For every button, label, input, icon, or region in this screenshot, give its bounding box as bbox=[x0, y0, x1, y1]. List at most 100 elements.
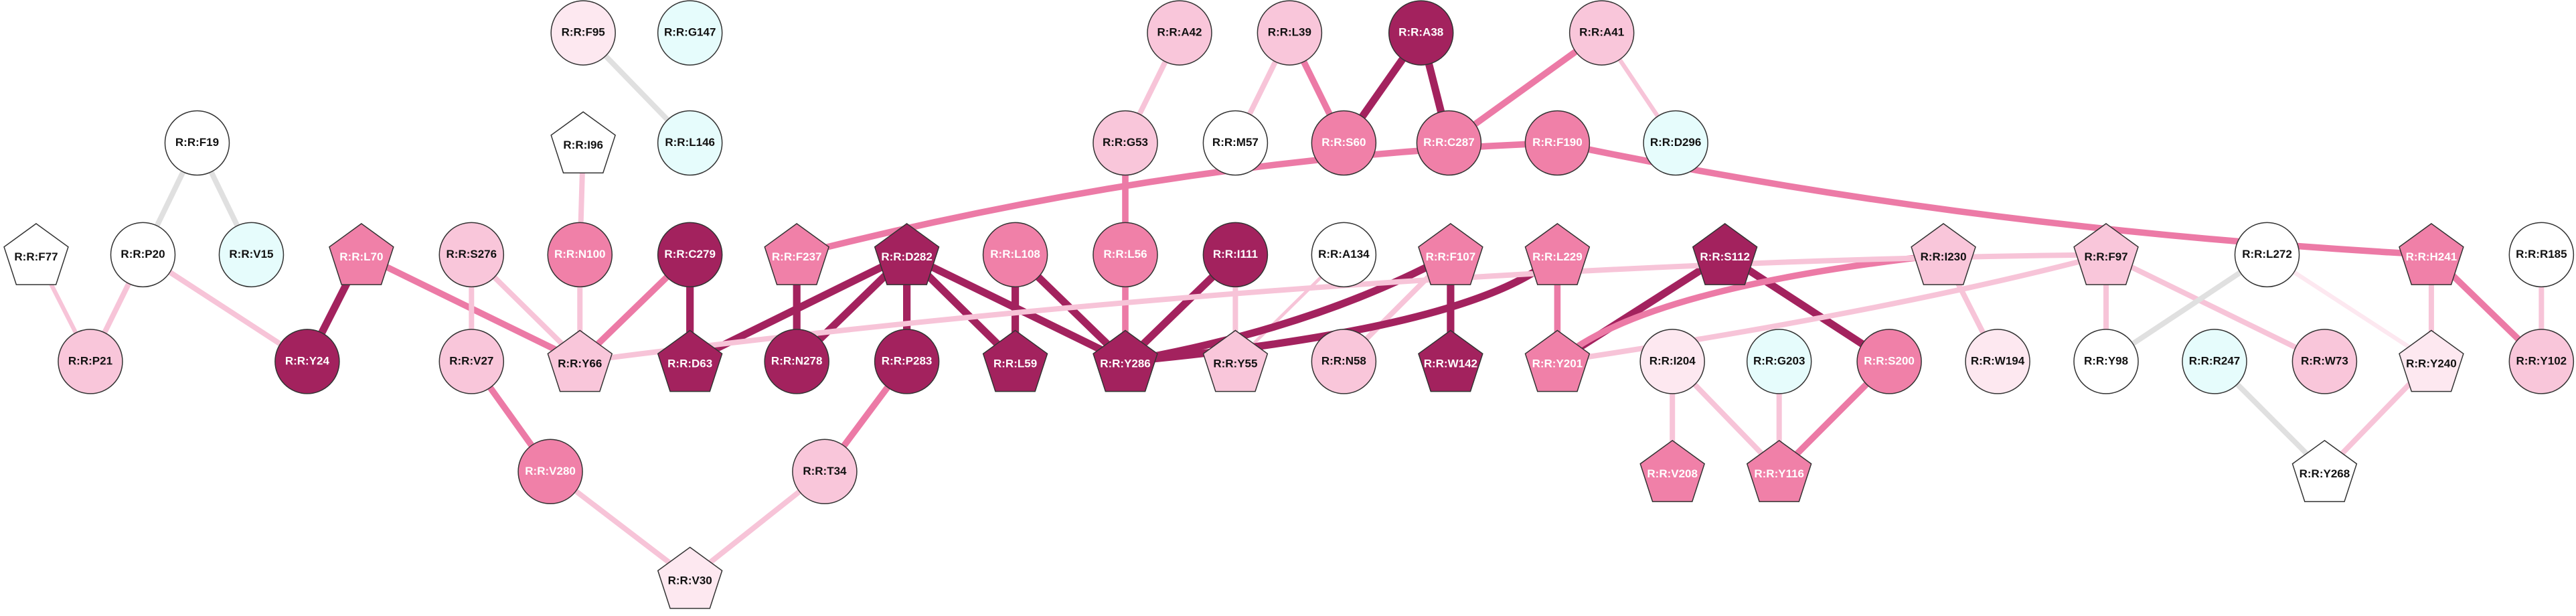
node bbox=[1746, 439, 1812, 502]
node bbox=[1524, 223, 1591, 285]
edges bbox=[33, 29, 2545, 581]
node-label: R:R:Y116 bbox=[1754, 467, 1804, 480]
node bbox=[792, 439, 858, 505]
node bbox=[2073, 329, 2139, 394]
node-label: R:R:I204 bbox=[1649, 354, 1696, 367]
node-label: R:R:L108 bbox=[990, 248, 1040, 260]
node-label: R:R:S112 bbox=[1700, 250, 1750, 263]
node bbox=[1692, 223, 1758, 285]
node-label: R:R:W194 bbox=[1971, 354, 2025, 367]
edge bbox=[2103, 252, 2328, 364]
node-label: R:R:C287 bbox=[1423, 136, 1475, 149]
node bbox=[874, 329, 940, 394]
node bbox=[657, 222, 723, 288]
node bbox=[1568, 0, 1635, 66]
node bbox=[1418, 223, 1483, 285]
edge bbox=[1121, 250, 1455, 366]
node bbox=[2508, 222, 2575, 288]
edge bbox=[2265, 252, 2434, 364]
node-label: R:R:L70 bbox=[339, 250, 383, 263]
node bbox=[1202, 110, 1269, 176]
node-label: R:R:S60 bbox=[1321, 136, 1366, 149]
node bbox=[274, 329, 340, 394]
node bbox=[1311, 110, 1377, 176]
node bbox=[110, 222, 176, 288]
node-label: R:R:Y24 bbox=[285, 354, 330, 367]
node bbox=[1639, 439, 1705, 502]
node bbox=[764, 223, 830, 285]
edge bbox=[140, 252, 310, 364]
node bbox=[58, 329, 123, 394]
node-label: R:R:G203 bbox=[1753, 354, 1805, 367]
node-label: R:R:L146 bbox=[665, 136, 715, 149]
node-label: R:R:A41 bbox=[1579, 26, 1624, 39]
node-label: R:R:F19 bbox=[175, 136, 219, 149]
node bbox=[329, 223, 394, 285]
node-label: R:R:P283 bbox=[882, 354, 933, 367]
node bbox=[1202, 222, 1269, 288]
node bbox=[1093, 110, 1158, 176]
node bbox=[1639, 329, 1705, 394]
edge bbox=[1721, 250, 1893, 366]
node-label: R:R:A38 bbox=[1398, 26, 1443, 39]
node-label: R:R:Y268 bbox=[2300, 467, 2350, 480]
node bbox=[657, 110, 723, 176]
node bbox=[218, 222, 285, 288]
node-label: R:R:V280 bbox=[525, 465, 576, 477]
node bbox=[657, 329, 723, 392]
node-label: R:R:V30 bbox=[668, 574, 712, 587]
node-label: R:R:V15 bbox=[229, 248, 273, 260]
node-label: R:R:F95 bbox=[562, 26, 605, 39]
node bbox=[164, 110, 230, 176]
node bbox=[2234, 222, 2300, 288]
node-label: R:R:F107 bbox=[1426, 250, 1476, 263]
node bbox=[1746, 329, 1812, 394]
node-label: R:R:W73 bbox=[2301, 354, 2348, 367]
node bbox=[547, 222, 613, 288]
node-label: R:R:H241 bbox=[2406, 250, 2458, 263]
node-label: R:R:L39 bbox=[1268, 26, 1311, 39]
node bbox=[550, 111, 616, 174]
node bbox=[1856, 329, 1922, 394]
node-label: R:R:L229 bbox=[1532, 250, 1583, 263]
node bbox=[1311, 329, 1377, 394]
node-label: R:R:P20 bbox=[120, 248, 165, 260]
node-label: R:R:Y240 bbox=[2406, 357, 2457, 370]
node bbox=[1093, 222, 1158, 288]
node-label: R:R:I230 bbox=[1921, 250, 1967, 263]
node bbox=[1202, 329, 1269, 392]
node bbox=[1388, 0, 1454, 66]
node bbox=[2291, 329, 2358, 394]
node-label: R:R:F237 bbox=[772, 250, 822, 263]
node bbox=[2182, 329, 2247, 394]
node-label: R:R:N278 bbox=[771, 354, 823, 367]
node-label: R:R:C279 bbox=[664, 248, 716, 260]
node bbox=[2508, 329, 2575, 394]
node-label: R:R:Y66 bbox=[558, 357, 602, 370]
node-label: R:R:R185 bbox=[2516, 248, 2567, 260]
node bbox=[2399, 329, 2464, 392]
node bbox=[3, 223, 69, 285]
node-label: R:R:R247 bbox=[2189, 354, 2241, 367]
node-label: R:R:Y201 bbox=[1532, 357, 1583, 370]
node-label: R:R:I96 bbox=[563, 139, 603, 151]
nodes: R:R:F95 R:R:G147 R:R:A42 R:R:L39 R:R:A38 R:R:… bbox=[3, 0, 2575, 609]
node bbox=[438, 329, 505, 394]
node bbox=[1643, 110, 1708, 176]
node-label: R:R:P21 bbox=[68, 354, 112, 367]
node-label: R:R:N58 bbox=[1321, 354, 1366, 367]
node bbox=[1965, 329, 2030, 394]
node bbox=[1093, 329, 1158, 392]
node-label: R:R:L56 bbox=[1103, 248, 1147, 260]
node-label: R:R:D296 bbox=[1650, 136, 1702, 149]
node bbox=[550, 0, 616, 66]
node-label: R:R:S200 bbox=[1864, 354, 1915, 367]
node-label: R:R:V27 bbox=[449, 354, 493, 367]
node bbox=[1911, 223, 1976, 285]
node bbox=[657, 546, 723, 609]
node bbox=[982, 222, 1048, 288]
node bbox=[2073, 223, 2139, 285]
node bbox=[1311, 222, 1377, 288]
node bbox=[547, 329, 613, 392]
node-label: R:R:W142 bbox=[1424, 357, 1477, 370]
